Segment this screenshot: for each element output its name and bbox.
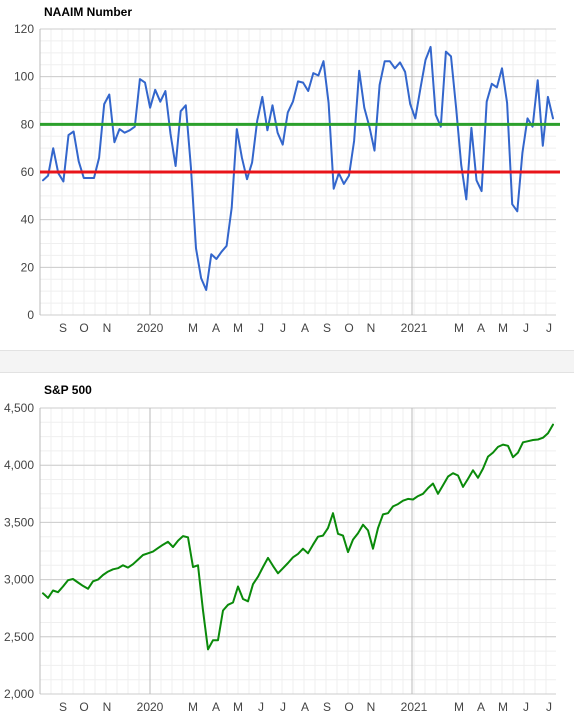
x-tick-label: O — [79, 700, 88, 714]
x-tick-label: M — [188, 321, 198, 335]
x-tick-label: O — [344, 700, 353, 714]
x-tick-label: J — [523, 321, 529, 335]
x-tick-label: O — [79, 321, 88, 335]
y-tick-label: 3,000 — [4, 573, 34, 587]
x-tick-label: 2020 — [137, 321, 164, 335]
y-tick-label: 4,000 — [4, 458, 34, 472]
y-tick-label: 120 — [14, 22, 34, 36]
x-tick-label: M — [188, 700, 198, 714]
x-tick-label: O — [344, 321, 353, 335]
x-tick-label: A — [477, 321, 485, 335]
y-tick-label: 40 — [21, 213, 35, 227]
series-line — [42, 423, 554, 651]
x-tick-label: J — [280, 321, 286, 335]
x-tick-label: M — [233, 321, 243, 335]
x-tick-label: J — [546, 700, 552, 714]
gridlines — [39, 407, 556, 695]
y-tick-label: 2,000 — [4, 687, 34, 701]
x-tick-label: M — [233, 700, 243, 714]
x-tick-label: S — [59, 700, 67, 714]
naaim-chart-panel: NAAIM Number 0 20 40 60 80 100 120 S O N 2020 M A M J J… — [0, 0, 574, 350]
x-tick-label: S — [323, 321, 331, 335]
x-tick-label: J — [523, 700, 529, 714]
x-tick-label: J — [280, 700, 286, 714]
x-tick-label: A — [301, 321, 309, 335]
sp500-chart-panel: S&P 500 2,000 2,500 3,000 3,500 4,000 4,500 S O… — [0, 373, 574, 722]
x-tick-label: A — [212, 700, 220, 714]
x-tick-label: S — [323, 700, 331, 714]
x-tick-label: M — [498, 700, 508, 714]
y-tick-label: 3,500 — [4, 515, 34, 529]
chart-title: S&P 500 — [44, 383, 92, 397]
x-tick-label: M — [498, 321, 508, 335]
y-tick-label: 2,500 — [4, 630, 34, 644]
y-tick-label: 60 — [21, 165, 35, 179]
x-tick-label: N — [367, 700, 376, 714]
x-tick-label: S — [59, 321, 67, 335]
series-line — [42, 45, 554, 291]
x-tick-label: A — [212, 321, 220, 335]
x-tick-label: 2021 — [401, 700, 428, 714]
x-tick-label: N — [103, 321, 112, 335]
y-tick-label: 100 — [14, 70, 34, 84]
y-tick-label: 4,500 — [4, 401, 34, 415]
x-tick-label: 2021 — [401, 321, 428, 335]
x-tick-label: J — [258, 700, 264, 714]
x-tick-label: J — [258, 321, 264, 335]
x-tick-label: M — [454, 321, 464, 335]
x-tick-label: N — [367, 321, 376, 335]
x-tick-label: N — [103, 700, 112, 714]
x-tick-label: M — [454, 700, 464, 714]
y-tick-label: 80 — [21, 117, 35, 131]
x-tick-label: A — [477, 700, 485, 714]
x-tick-label: 2020 — [137, 700, 164, 714]
chart-separator — [0, 350, 574, 373]
chart-title: NAAIM Number — [44, 5, 133, 19]
x-tick-label: A — [301, 700, 309, 714]
x-tick-label: J — [546, 321, 552, 335]
y-tick-label: 0 — [27, 308, 34, 322]
y-tick-label: 20 — [21, 260, 35, 274]
